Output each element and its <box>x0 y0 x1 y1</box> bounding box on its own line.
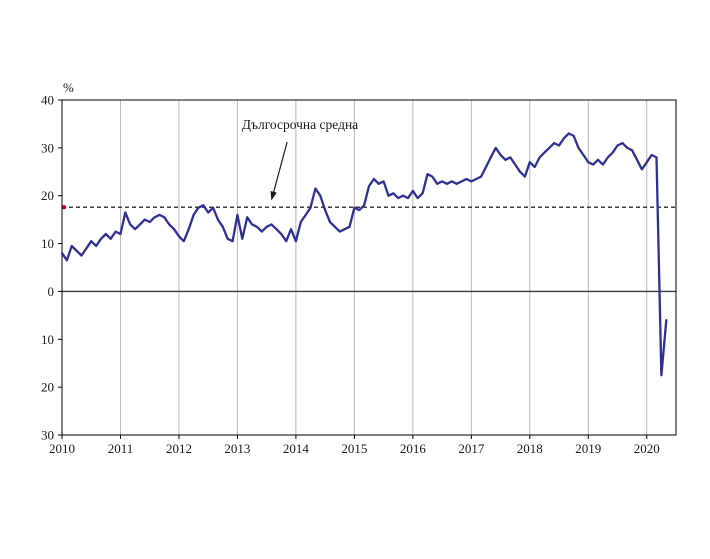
x-tick-label: 2017 <box>458 441 485 456</box>
y-tick-label: 20 <box>41 188 54 203</box>
y-tick-label: 10 <box>41 236 54 251</box>
x-tick-label: 2012 <box>166 441 192 456</box>
data-line <box>60 132 668 377</box>
y-tick-label: 40 <box>41 93 54 108</box>
x-tick-label: 2020 <box>634 441 660 456</box>
x-tick-label: 2011 <box>108 441 134 456</box>
y-tick-label: 30 <box>41 428 54 443</box>
x-tick-label: 2019 <box>575 441 601 456</box>
annotation-arrow <box>272 141 288 195</box>
x-tick-label: 2016 <box>400 441 427 456</box>
y-tick-label: 20 <box>41 380 54 395</box>
plot-border <box>61 99 677 436</box>
x-tick-label: 2010 <box>49 441 75 456</box>
y-tick-label: 0 <box>48 284 55 299</box>
annotation-label: Дългосрочна средна <box>241 116 359 132</box>
x-tick-label: 2015 <box>341 441 367 456</box>
y-axis-unit-label: % <box>63 80 74 95</box>
x-tick-label: 2018 <box>517 441 543 456</box>
x-tick-label: 2013 <box>224 441 250 456</box>
annotation-arrowhead <box>270 190 277 201</box>
y-tick-label: 10 <box>41 332 54 347</box>
x-tick-label: 2014 <box>283 441 310 456</box>
long-term-average-marker <box>61 205 67 210</box>
y-tick-label: 30 <box>41 140 54 155</box>
